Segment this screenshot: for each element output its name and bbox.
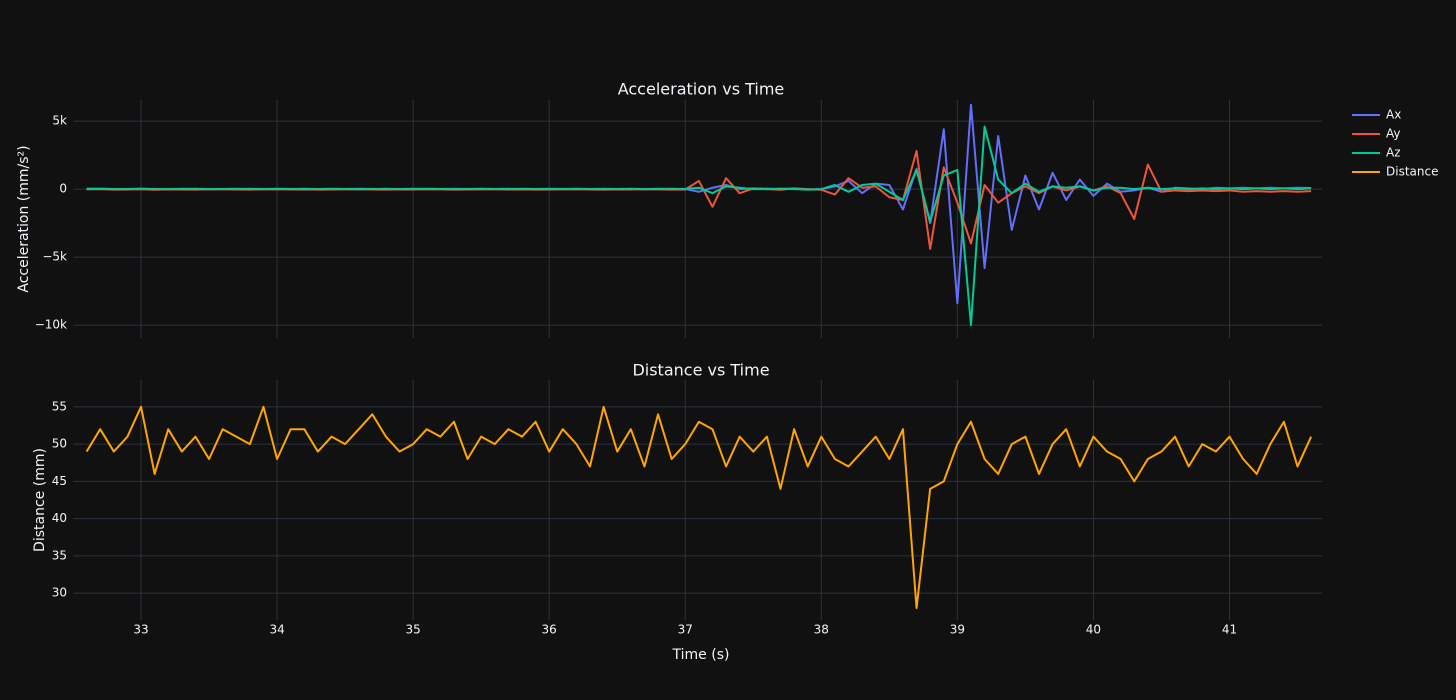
y-tick-label: 35 xyxy=(52,548,67,562)
y-axis-title: Distance (mm) xyxy=(32,448,48,552)
plot-lines xyxy=(86,103,1312,327)
y-tick-label: 40 xyxy=(52,511,67,525)
data-line xyxy=(85,405,1313,610)
x-tick-label: 38 xyxy=(814,623,829,637)
legend-label: Distance xyxy=(1386,165,1438,179)
x-tick-label: 36 xyxy=(542,623,557,637)
legend-label: Ay xyxy=(1386,127,1401,141)
y-axis-title: Acceleration (mm/s²) xyxy=(16,145,32,292)
y-tick-label: −10k xyxy=(35,318,67,332)
x-tick-label: 33 xyxy=(133,623,148,637)
x-tick-label: 39 xyxy=(950,623,965,637)
y-tick-label: 45 xyxy=(52,474,67,488)
data-line xyxy=(86,150,1312,250)
y-tick-label: 50 xyxy=(52,437,67,451)
legend-label: Az xyxy=(1386,146,1401,160)
chart-title: Acceleration vs Time xyxy=(618,80,785,99)
x-axis-title: Time (s) xyxy=(672,647,730,663)
legend-label: Ax xyxy=(1386,108,1401,122)
y-tick-label: −5k xyxy=(42,250,67,264)
x-tick-label: 37 xyxy=(678,623,693,637)
y-tick-label: 30 xyxy=(52,586,67,600)
x-tick-label: 34 xyxy=(269,623,284,637)
y-tick-label: 0 xyxy=(59,182,67,196)
y-tick-label: 55 xyxy=(52,399,67,413)
chart-title: Distance vs Time xyxy=(632,361,769,380)
x-tick-label: 35 xyxy=(406,623,421,637)
data-line xyxy=(86,125,1312,327)
x-tick-label: 40 xyxy=(1086,623,1101,637)
y-tick-label: 5k xyxy=(52,114,67,128)
x-tick-label: 41 xyxy=(1222,623,1237,637)
plot-lines xyxy=(85,405,1313,610)
